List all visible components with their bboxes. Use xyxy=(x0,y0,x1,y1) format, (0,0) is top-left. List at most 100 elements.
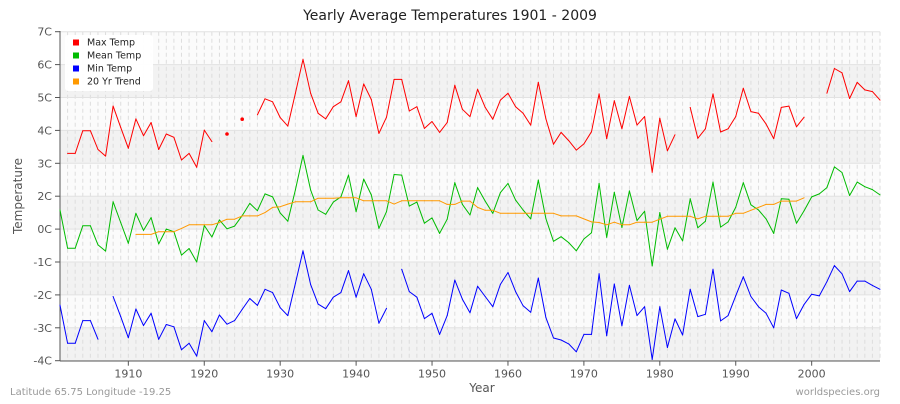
max-temp-point xyxy=(704,128,706,130)
mean-temp-point xyxy=(697,227,699,229)
mean-temp-point xyxy=(750,204,752,206)
mean-temp-point xyxy=(393,174,395,175)
max-temp-point xyxy=(568,140,570,142)
mean-temp-point xyxy=(522,209,524,211)
max-temp-point xyxy=(530,124,532,126)
max-temp-point xyxy=(225,132,229,136)
20-yr-trend-point xyxy=(287,203,289,205)
y-tick-label: 6C xyxy=(37,59,52,72)
max-temp-point xyxy=(644,116,646,118)
max-temp-point xyxy=(712,93,714,95)
20-yr-trend-point xyxy=(666,215,668,217)
min-temp-point xyxy=(423,318,425,320)
20-yr-trend-point xyxy=(423,200,425,202)
mean-temp-point xyxy=(150,217,152,219)
y-tick-label: -4C xyxy=(33,355,52,368)
min-temp-point xyxy=(750,296,752,297)
max-temp-point xyxy=(82,130,84,132)
min-temp-point xyxy=(583,333,585,335)
20-yr-trend-point xyxy=(522,212,524,214)
mean-temp-point xyxy=(833,166,835,168)
min-temp-point xyxy=(461,298,463,300)
mean-temp-point xyxy=(742,182,744,184)
20-yr-trend-point xyxy=(796,200,797,202)
20-yr-trend-point xyxy=(765,203,767,205)
20-yr-trend-point xyxy=(560,215,562,217)
y-tick-label: 7C xyxy=(37,26,52,39)
mean-temp-point xyxy=(454,182,456,184)
20-yr-trend-point xyxy=(583,218,585,220)
max-temp-point xyxy=(408,110,410,112)
mean-temp-point xyxy=(765,218,767,220)
mean-temp-point xyxy=(249,202,251,204)
max-temp-point xyxy=(165,133,167,135)
min-temp-point xyxy=(796,318,797,320)
min-temp-point xyxy=(621,325,623,327)
min-temp-point xyxy=(165,324,167,325)
min-temp-point xyxy=(332,296,334,298)
mean-temp-point xyxy=(704,220,706,222)
20-yr-trend-point xyxy=(446,203,448,205)
mean-temp-point xyxy=(613,191,615,193)
mean-temp-point xyxy=(143,229,144,231)
20-yr-trend-point xyxy=(530,212,532,214)
min-temp-point xyxy=(272,292,274,294)
20-yr-trend-point xyxy=(621,224,623,226)
min-temp-point xyxy=(712,268,714,270)
y-tick-label: 2C xyxy=(37,190,52,203)
20-yr-trend-point xyxy=(499,212,501,214)
mean-temp-point xyxy=(302,154,304,156)
max-temp-point xyxy=(446,122,448,123)
y-tick-label: 3C xyxy=(37,157,52,170)
mean-temp-point xyxy=(325,213,327,215)
y-tick-label: -1C xyxy=(33,256,52,269)
max-temp-point xyxy=(507,92,509,94)
mean-temp-point xyxy=(256,210,258,212)
max-temp-point xyxy=(143,135,144,137)
max-temp-point xyxy=(89,130,91,132)
max-temp-point xyxy=(849,98,851,99)
20-yr-trend-point xyxy=(492,209,494,211)
20-yr-trend-point xyxy=(568,215,570,217)
mean-temp-point xyxy=(674,227,676,229)
mean-temp-point xyxy=(446,218,448,220)
20-yr-trend-point xyxy=(735,212,737,214)
min-temp-point xyxy=(74,342,76,344)
mean-temp-point xyxy=(856,181,858,183)
min-temp-point xyxy=(249,298,251,299)
mean-temp-point xyxy=(218,219,220,221)
min-temp-point xyxy=(811,293,813,295)
mean-temp-point xyxy=(158,243,160,245)
max-temp-point xyxy=(264,98,266,100)
x-tick-label: 2000 xyxy=(798,368,826,381)
min-temp-point xyxy=(241,308,243,310)
max-temp-point xyxy=(537,81,539,83)
footer-location: Latitude 65.75 Longitude -19.25 xyxy=(10,387,171,398)
max-temp-point xyxy=(833,68,835,69)
mean-temp-point xyxy=(378,227,380,229)
min-temp-point xyxy=(294,282,296,284)
min-temp-point xyxy=(386,307,387,309)
min-temp-point xyxy=(613,283,615,285)
min-temp-point xyxy=(446,315,448,317)
legend-box xyxy=(65,35,153,91)
mean-temp-point xyxy=(423,222,425,224)
min-temp-point xyxy=(742,276,744,278)
20-yr-trend-point xyxy=(613,221,615,223)
max-temp-point xyxy=(370,99,372,100)
max-temp-point xyxy=(636,124,638,126)
min-temp-point xyxy=(598,273,600,275)
max-temp-point xyxy=(780,106,782,108)
mean-temp-point xyxy=(773,232,775,234)
min-temp-point xyxy=(704,313,706,315)
max-temp-point xyxy=(803,116,805,118)
min-temp-point xyxy=(788,292,790,294)
20-yr-trend-point xyxy=(537,212,539,214)
legend-label-max-temp: Max Temp xyxy=(87,38,135,49)
max-temp-point xyxy=(158,149,160,150)
mean-temp-point xyxy=(348,174,349,176)
mean-temp-point xyxy=(879,194,881,196)
max-temp-point xyxy=(628,96,630,97)
mean-temp-point xyxy=(818,193,820,195)
min-temp-point xyxy=(279,307,281,309)
